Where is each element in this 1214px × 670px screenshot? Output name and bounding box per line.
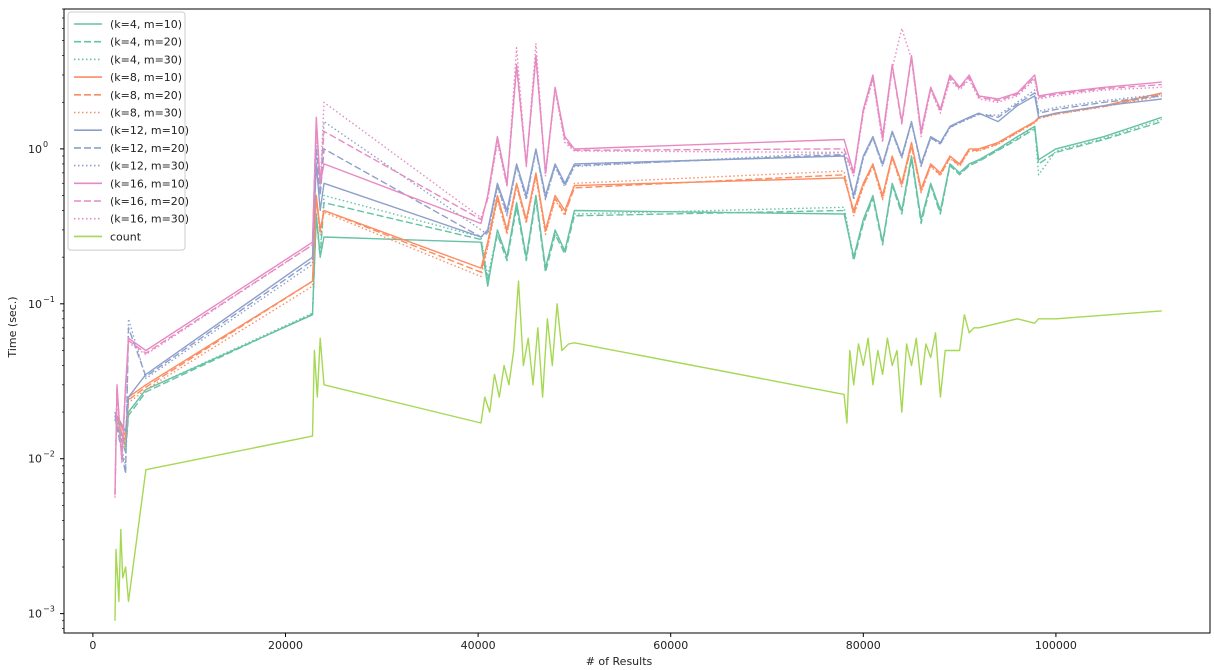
series-line-11 bbox=[114, 56, 1162, 496]
x-tick-label: 40000 bbox=[461, 639, 496, 652]
x-tick-label: 60000 bbox=[653, 639, 688, 652]
y-tick-exponent: −3 bbox=[43, 605, 55, 614]
y-tick-exponent: −2 bbox=[43, 450, 55, 459]
x-tick-label: 100000 bbox=[1035, 639, 1077, 652]
legend-label: (k=4, m=10) bbox=[110, 18, 182, 31]
legend-label: (k=8, m=10) bbox=[110, 71, 182, 84]
y-tick-exponent: 0 bbox=[43, 140, 48, 149]
y-tick-label: 10 bbox=[28, 298, 42, 311]
legend-label: (k=16, m=10) bbox=[110, 177, 189, 190]
legend-label: (k=12, m=30) bbox=[110, 160, 189, 173]
series-line-2 bbox=[114, 120, 1163, 453]
x-tick-label: 20000 bbox=[268, 639, 303, 652]
y-tick-exponent: −1 bbox=[43, 295, 55, 304]
series-line-1 bbox=[114, 116, 1163, 448]
x-axis-label: # of Results bbox=[586, 655, 653, 668]
plot-frame bbox=[63, 8, 1211, 634]
legend-label: (k=8, m=20) bbox=[110, 89, 182, 102]
series-line-5 bbox=[114, 93, 1162, 442]
y-tick-label: 10 bbox=[28, 608, 42, 621]
x-tick-label: 80000 bbox=[846, 639, 881, 652]
legend-box bbox=[67, 11, 186, 251]
legend-label: (k=4, m=30) bbox=[110, 53, 182, 66]
legend: (k=4, m=10) (k=4, m=20) (k=4, m=30) (k=8, m… bbox=[67, 11, 189, 251]
y-axis-label: Time (sec.) bbox=[6, 296, 19, 358]
series-line-13 bbox=[114, 280, 1162, 621]
legend-label: (k=16, m=20) bbox=[110, 195, 189, 208]
legend-label: count bbox=[110, 230, 142, 243]
series-line-6 bbox=[114, 95, 1162, 448]
series-layer bbox=[114, 27, 1163, 621]
legend-label: (k=8, m=30) bbox=[110, 107, 182, 120]
legend-label: (k=16, m=30) bbox=[110, 213, 189, 226]
legend-label: (k=12, m=20) bbox=[110, 142, 189, 155]
legend-label: (k=12, m=10) bbox=[110, 124, 189, 137]
x-tick-label: 0 bbox=[89, 639, 96, 652]
y-tick-label: 10 bbox=[28, 453, 42, 466]
legend-label: (k=4, m=20) bbox=[110, 36, 182, 49]
y-tick-label: 10 bbox=[28, 143, 42, 156]
series-line-10 bbox=[114, 54, 1162, 494]
